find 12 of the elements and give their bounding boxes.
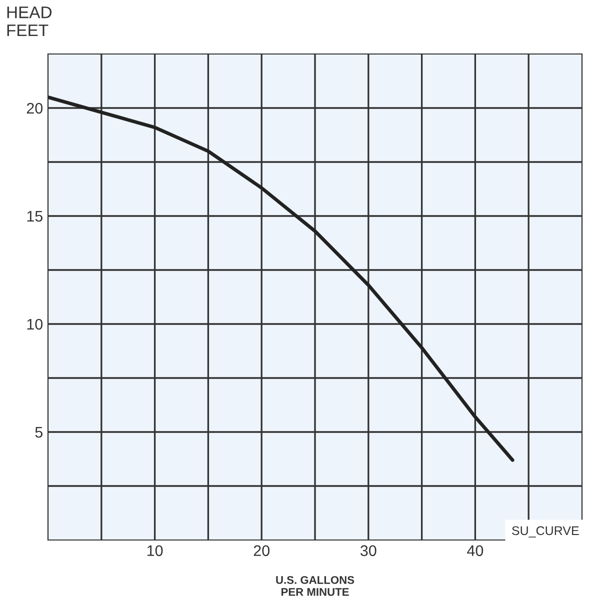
line-series — [48, 95, 514, 462]
y-tick-label: 10 — [27, 318, 43, 330]
x-tick-label: 30 — [360, 545, 376, 556]
annotation: SU_CURVE — [512, 526, 579, 538]
x-tick-label: 40 — [467, 545, 484, 556]
x-axis-title: U.S. GALLONS PER MINUTE — [276, 576, 354, 596]
y-axis-title: HEAD FEET — [7, 6, 52, 36]
y-tick-label: 5 — [35, 427, 42, 438]
x-tick-label: 10 — [147, 545, 163, 556]
y-tick-label: 15 — [27, 211, 42, 222]
x-tick-label: 20 — [254, 545, 270, 556]
y-tick-label: 20 — [26, 102, 43, 114]
